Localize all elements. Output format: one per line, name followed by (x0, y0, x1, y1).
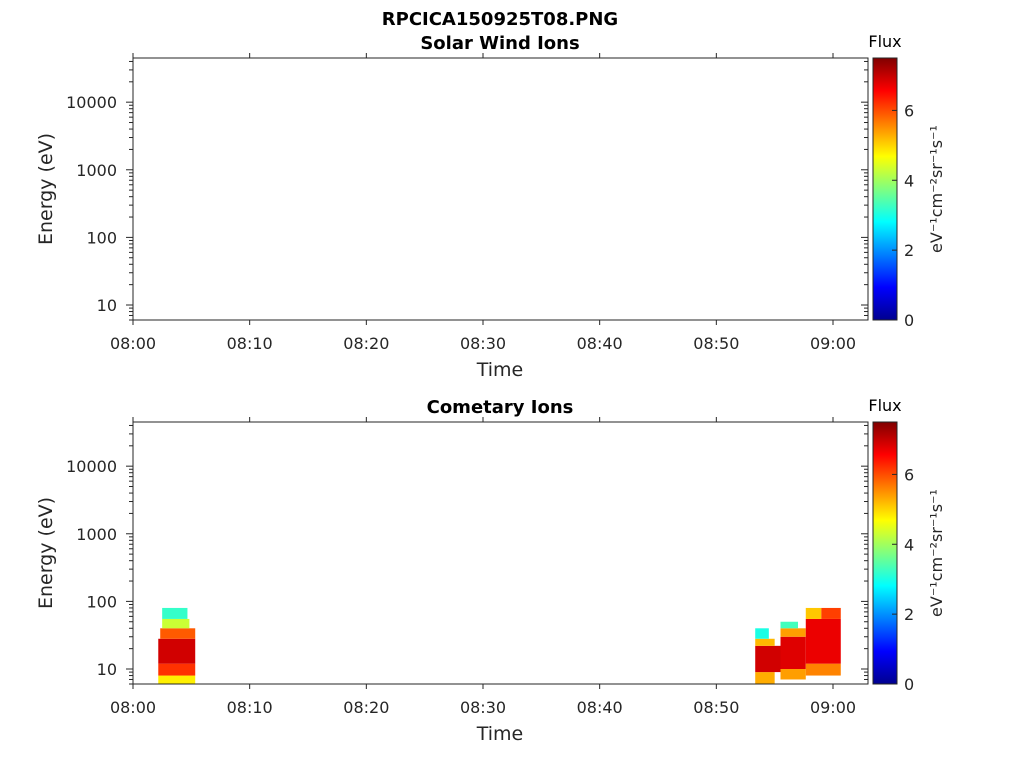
panel-1: 10 100 1000 10000 08:00 08:10 08:20 08:30 08:40 0… (35, 396, 946, 745)
x-tick-label: 08:10 (227, 334, 273, 353)
flux-cell (755, 638, 775, 646)
colorbar-unit: eV⁻¹cm⁻²sr⁻¹s⁻¹ (927, 125, 946, 253)
colorbar-tick-label: 6 (904, 465, 914, 484)
x-tick-label: 08:50 (693, 698, 739, 717)
y-tick-label: 1000 (76, 161, 117, 180)
y-tick-label: 100 (86, 228, 117, 247)
panel-0: 10 100 1000 10000 08:00 08:10 08:20 08:30 08:40 0… (35, 32, 946, 381)
flux-cell (805, 607, 822, 619)
x-tick-label: 08:00 (110, 698, 156, 717)
colorbar-label: Flux (868, 32, 901, 51)
flux-cell (780, 636, 806, 670)
panel-title: Cometary Ions (427, 397, 574, 418)
panel-title: Solar Wind Ions (420, 33, 579, 54)
flux-cell (158, 675, 196, 684)
flux-cell (162, 618, 190, 629)
x-axis-label: Time (476, 359, 524, 381)
colorbar-tick-label: 0 (904, 675, 914, 694)
flux-cell (755, 672, 775, 684)
flux-cell (755, 628, 769, 639)
colorbar-unit: eV⁻¹cm⁻²sr⁻¹s⁻¹ (927, 489, 946, 617)
flux-cell (780, 669, 806, 680)
flux-cell (160, 628, 196, 639)
y-tick-label: 100 (86, 592, 117, 611)
flux-cell (805, 618, 841, 664)
flux-cell (821, 607, 841, 619)
x-tick-label: 09:00 (810, 698, 856, 717)
colorbar-tick-label: 4 (904, 535, 914, 554)
plot-frame (132, 421, 869, 685)
x-tick-label: 08:30 (460, 334, 506, 353)
colorbar-tick-label: 0 (904, 311, 914, 330)
colorbar-tick-label: 4 (904, 171, 914, 190)
y-tick-label: 10000 (66, 457, 117, 476)
x-tick-label: 08:40 (577, 698, 623, 717)
flux-cell (158, 663, 196, 676)
flux-cell (780, 621, 798, 629)
x-tick-label: 08:30 (460, 698, 506, 717)
y-tick-label: 10 (97, 660, 117, 679)
x-tick-label: 08:40 (577, 334, 623, 353)
plot-frame (132, 57, 869, 321)
colorbar (872, 421, 898, 685)
flux-cell (162, 607, 188, 619)
x-tick-label: 08:00 (110, 334, 156, 353)
x-tick-label: 08:50 (693, 334, 739, 353)
colorbar-label: Flux (868, 396, 901, 415)
flux-cell (780, 628, 806, 637)
y-tick-label: 1000 (76, 525, 117, 544)
x-tick-label: 08:10 (227, 698, 273, 717)
x-tick-label: 09:00 (810, 334, 856, 353)
flux-cell (805, 663, 841, 676)
x-axis-label: Time (476, 723, 524, 745)
flux-cell (158, 638, 196, 664)
y-axis-label: Energy (eV) (35, 497, 57, 609)
y-axis-label: Energy (eV) (35, 133, 57, 245)
colorbar-tick-label: 2 (904, 241, 914, 260)
y-tick-label: 10 (97, 296, 117, 315)
flux-cell (755, 645, 781, 673)
colorbar-tick-label: 6 (904, 101, 914, 120)
y-tick-label: 10000 (66, 93, 117, 112)
colorbar (872, 57, 898, 321)
figure-filename: RPCICA150925T08.PNG (382, 9, 618, 30)
x-tick-label: 08:20 (343, 698, 389, 717)
x-tick-label: 08:20 (343, 334, 389, 353)
colorbar-tick-label: 2 (904, 605, 914, 624)
